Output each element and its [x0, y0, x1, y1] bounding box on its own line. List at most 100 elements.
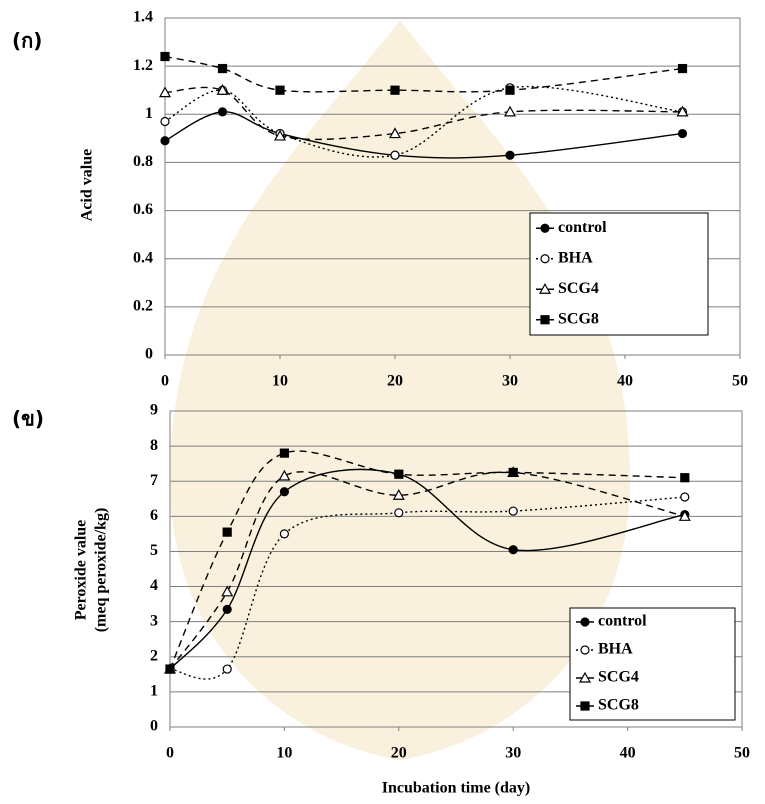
legend-label: SCG4 — [598, 669, 639, 686]
marker — [508, 545, 518, 555]
legend-label: control — [598, 613, 647, 630]
x-axis-label: Incubation time (day) — [382, 780, 530, 797]
y-tick-label: 0 — [145, 346, 153, 363]
marker — [158, 86, 172, 98]
legend-label: SCG8 — [598, 697, 639, 714]
series-line — [169, 450, 685, 670]
marker — [390, 150, 400, 160]
y-tick-label: 0.6 — [133, 201, 153, 218]
marker — [278, 469, 291, 481]
marker — [222, 604, 232, 614]
legend: control BHA SCG4 SCG8 — [569, 607, 736, 721]
marker — [160, 116, 170, 127]
x-tick-label: 20 — [387, 373, 403, 390]
legend: control BHA SCG4 SCG8 — [529, 212, 709, 336]
marker — [505, 150, 515, 160]
marker — [538, 283, 552, 294]
x-tick-label: 40 — [620, 745, 636, 762]
marker — [279, 529, 289, 539]
y-axis-label: Acid value — [79, 149, 96, 221]
marker — [508, 467, 518, 478]
marker — [580, 645, 590, 655]
marker — [273, 129, 287, 141]
marker — [217, 63, 228, 74]
y-tick-label: 0.8 — [133, 153, 153, 170]
x-tick-label: 0 — [166, 745, 174, 762]
marker — [578, 671, 592, 683]
marker — [503, 105, 517, 117]
y-tick-label: 1.2 — [133, 57, 153, 74]
y-tick-label: 0.4 — [133, 249, 153, 266]
marker — [540, 254, 550, 264]
y-tick-label: 8 — [150, 437, 158, 454]
x-tick-label: 10 — [276, 745, 292, 762]
marker — [222, 664, 232, 674]
y-tick-label: 5 — [150, 542, 158, 559]
x-tick-label: 50 — [732, 373, 748, 390]
marker — [580, 617, 590, 627]
marker — [165, 664, 175, 674]
marker — [279, 487, 289, 497]
x-tick-label: 10 — [272, 373, 288, 390]
y-tick-label: 7 — [150, 472, 158, 489]
marker — [279, 448, 289, 458]
x-tick-label: 40 — [617, 373, 633, 390]
marker — [390, 85, 400, 95]
x-tick-label: 30 — [502, 373, 518, 390]
legend-label: SCG4 — [558, 280, 599, 297]
legend-box — [569, 607, 736, 721]
y-tick-label: 4 — [150, 577, 158, 594]
marker — [392, 489, 405, 500]
x-tick-label: 50 — [734, 745, 750, 762]
panel-label: (ก) — [12, 29, 42, 53]
marker — [388, 127, 402, 139]
watermark-shape — [170, 20, 630, 760]
plot-border — [164, 17, 741, 356]
marker — [505, 85, 515, 95]
y-tick-label: 9 — [150, 402, 158, 419]
marker — [394, 469, 404, 479]
marker — [508, 506, 518, 516]
marker — [677, 63, 688, 74]
legend-box — [529, 212, 709, 336]
plot-border — [169, 410, 743, 728]
marker — [222, 527, 232, 537]
marker — [580, 701, 590, 711]
watermark — [170, 20, 630, 760]
marker — [676, 105, 689, 117]
marker — [678, 510, 691, 521]
y-tick-label: 1 — [145, 105, 153, 122]
marker — [680, 473, 690, 483]
marker — [394, 508, 404, 518]
marker — [160, 51, 170, 62]
marker — [216, 83, 229, 95]
y-tick-label: 2 — [150, 647, 158, 664]
series-line — [164, 86, 683, 141]
y-tick-label: 1.4 — [133, 9, 153, 26]
marker — [160, 136, 170, 146]
y-tick-label: 1 — [150, 683, 158, 700]
marker — [217, 107, 228, 117]
marker — [677, 128, 688, 139]
x-tick-label: 20 — [391, 745, 407, 762]
marker — [275, 85, 285, 95]
series-line — [164, 55, 683, 93]
marker — [680, 492, 690, 502]
legend-label: control — [558, 219, 607, 236]
y-tick-label: 6 — [150, 507, 158, 524]
x-tick-label: 0 — [161, 373, 169, 390]
y-axis-label: Peroxide value — [73, 520, 90, 621]
marker — [540, 223, 550, 233]
legend-label: SCG8 — [558, 310, 599, 327]
y-tick-label: 3 — [150, 612, 158, 629]
y-tick-label: 0.2 — [133, 298, 153, 315]
y-axis-label: (meq peroxide/kg) — [93, 508, 110, 633]
marker — [540, 315, 550, 325]
panel-label: (ข) — [12, 407, 44, 431]
x-tick-label: 30 — [505, 745, 521, 762]
legend-label: BHA — [598, 641, 633, 658]
y-tick-label: 0 — [150, 718, 158, 735]
marker — [221, 585, 234, 597]
